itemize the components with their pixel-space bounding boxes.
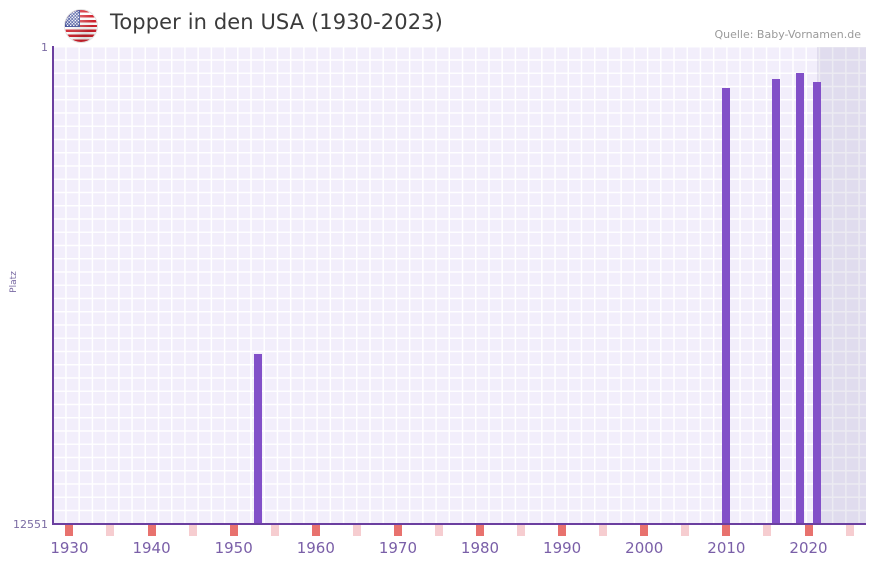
x-tick-label-1940: 1940	[132, 539, 171, 557]
x-tick-label-2000: 2000	[625, 539, 664, 557]
x-axis-line	[52, 523, 866, 525]
x-tick-2000	[640, 525, 649, 536]
x-tick-1950	[229, 525, 238, 536]
flag-gloss	[65, 10, 97, 42]
x-tick-1930	[65, 525, 74, 536]
x-tick-1965	[352, 525, 361, 536]
x-tick-2020	[804, 525, 813, 536]
x-tick-1995	[599, 525, 608, 536]
y-axis-tick-bottom: 12551	[13, 518, 48, 531]
flag-canton	[65, 10, 80, 27]
source-credit: Quelle: Baby-Vornamen.de	[714, 28, 861, 41]
x-tick-label-1960: 1960	[296, 539, 335, 557]
y-axis-line	[52, 46, 54, 525]
chart-gridlines	[53, 47, 866, 524]
bar-2021	[812, 82, 821, 524]
x-tick-2005	[681, 525, 690, 536]
x-tick-2025	[845, 525, 854, 536]
x-tick-1940	[147, 525, 156, 536]
x-tick-label-1930: 1930	[50, 539, 89, 557]
page-title: Topper in den USA (1930-2023)	[110, 10, 443, 34]
plot-area	[53, 47, 866, 524]
us-flag-icon	[65, 10, 97, 42]
x-tick-label-1950: 1950	[214, 539, 253, 557]
flag-stars	[66, 11, 79, 26]
x-tick-1960	[311, 525, 320, 536]
x-tick-1980	[476, 525, 485, 536]
bar-2019	[796, 72, 805, 524]
bar-1953	[254, 353, 263, 524]
x-tick-1935	[106, 525, 115, 536]
x-tick-label-1990: 1990	[543, 539, 582, 557]
x-tick-1990	[558, 525, 567, 536]
y-axis-title: Platz	[9, 271, 19, 293]
y-axis-tick-top: 1	[41, 41, 48, 54]
x-tick-1970	[393, 525, 402, 536]
x-tick-label-2020: 2020	[789, 539, 828, 557]
bar-2016	[771, 79, 780, 524]
x-tick-1985	[517, 525, 526, 536]
x-tick-label-2010: 2010	[707, 539, 746, 557]
x-tick-2010	[722, 525, 731, 536]
x-tick-1975	[434, 525, 443, 536]
x-tick-2015	[763, 525, 772, 536]
x-tick-1945	[188, 525, 197, 536]
x-tick-label-1980: 1980	[460, 539, 500, 557]
x-tick-1955	[270, 525, 279, 536]
bar-2010	[722, 88, 731, 524]
x-tick-label-1970: 1970	[378, 539, 417, 557]
